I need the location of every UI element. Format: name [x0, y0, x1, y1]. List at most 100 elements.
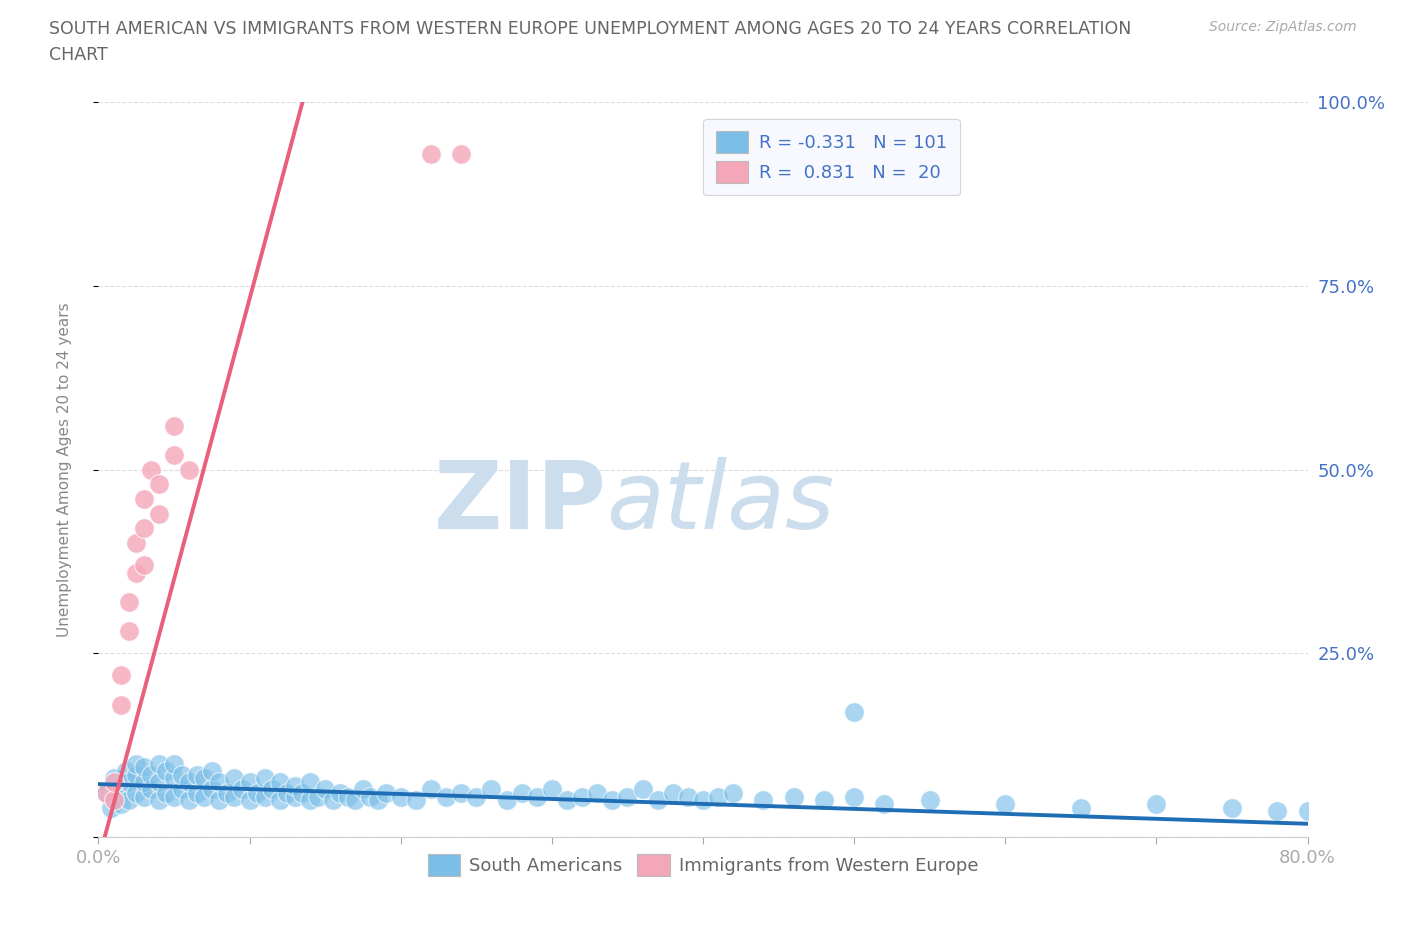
Point — [284, 778, 307, 793]
Point — [208, 792, 231, 807]
Point — [110, 796, 132, 811]
Point — [239, 775, 262, 790]
Point — [367, 792, 389, 807]
Point — [676, 790, 699, 804]
Text: ZIP: ZIP — [433, 457, 606, 549]
Point — [141, 462, 163, 477]
Point — [1144, 796, 1167, 811]
Point — [103, 790, 125, 804]
Text: Source: ZipAtlas.com: Source: ZipAtlas.com — [1209, 20, 1357, 34]
Point — [299, 792, 322, 807]
Point — [163, 756, 186, 771]
Point — [118, 792, 141, 807]
Point — [526, 790, 548, 804]
Point — [110, 698, 132, 712]
Point — [1267, 804, 1289, 818]
Point — [103, 771, 125, 786]
Point — [215, 786, 238, 801]
Point — [1070, 800, 1092, 815]
Point — [344, 792, 367, 807]
Point — [307, 790, 329, 804]
Point — [873, 796, 896, 811]
Point — [336, 790, 359, 804]
Point — [125, 565, 148, 580]
Point — [224, 790, 246, 804]
Point — [132, 760, 155, 775]
Point — [118, 775, 141, 790]
Point — [103, 792, 125, 807]
Point — [994, 796, 1017, 811]
Point — [155, 764, 177, 778]
Point — [481, 782, 503, 797]
Point — [360, 790, 382, 804]
Point — [163, 447, 186, 462]
Point — [405, 792, 427, 807]
Point — [434, 790, 457, 804]
Point — [723, 786, 745, 801]
Point — [465, 790, 488, 804]
Point — [179, 792, 201, 807]
Point — [141, 767, 163, 782]
Point — [246, 786, 269, 801]
Point — [253, 790, 276, 804]
Point — [322, 792, 344, 807]
Point — [170, 782, 193, 797]
Point — [1220, 800, 1243, 815]
Point — [299, 775, 322, 790]
Point — [291, 786, 314, 801]
Text: SOUTH AMERICAN VS IMMIGRANTS FROM WESTERN EUROPE UNEMPLOYMENT AMONG AGES 20 TO 2: SOUTH AMERICAN VS IMMIGRANTS FROM WESTER… — [49, 20, 1132, 38]
Point — [352, 782, 374, 797]
Point — [186, 767, 208, 782]
Point — [100, 800, 122, 815]
Point — [631, 782, 654, 797]
Text: atlas: atlas — [606, 458, 835, 548]
Point — [148, 506, 170, 521]
Point — [450, 146, 472, 161]
Point — [94, 786, 117, 801]
Point — [420, 782, 443, 797]
Point — [374, 786, 396, 801]
Point — [224, 771, 246, 786]
Point — [707, 790, 730, 804]
Point — [616, 790, 638, 804]
Point — [125, 756, 148, 771]
Text: CHART: CHART — [49, 46, 108, 64]
Point — [253, 771, 276, 786]
Point — [783, 790, 806, 804]
Point — [450, 786, 472, 801]
Point — [163, 771, 186, 786]
Point — [163, 418, 186, 433]
Point — [262, 782, 284, 797]
Point — [132, 521, 155, 536]
Point — [110, 778, 132, 793]
Point — [208, 775, 231, 790]
Point — [813, 792, 835, 807]
Point — [148, 775, 170, 790]
Point — [647, 792, 669, 807]
Point — [844, 790, 866, 804]
Point — [571, 790, 593, 804]
Point — [94, 786, 117, 801]
Point — [661, 786, 683, 801]
Point — [231, 782, 253, 797]
Point — [602, 792, 624, 807]
Point — [179, 775, 201, 790]
Point — [132, 790, 155, 804]
Point — [555, 792, 578, 807]
Point — [141, 782, 163, 797]
Point — [329, 786, 352, 801]
Point — [918, 792, 941, 807]
Point — [103, 775, 125, 790]
Point — [1296, 804, 1319, 818]
Point — [540, 782, 562, 797]
Point — [148, 477, 170, 492]
Point — [193, 771, 215, 786]
Point — [269, 792, 291, 807]
Point — [692, 792, 714, 807]
Y-axis label: Unemployment Among Ages 20 to 24 years: Unemployment Among Ages 20 to 24 years — [58, 302, 72, 637]
Point — [125, 767, 148, 782]
Point — [752, 792, 775, 807]
Point — [193, 790, 215, 804]
Point — [132, 775, 155, 790]
Point — [148, 792, 170, 807]
